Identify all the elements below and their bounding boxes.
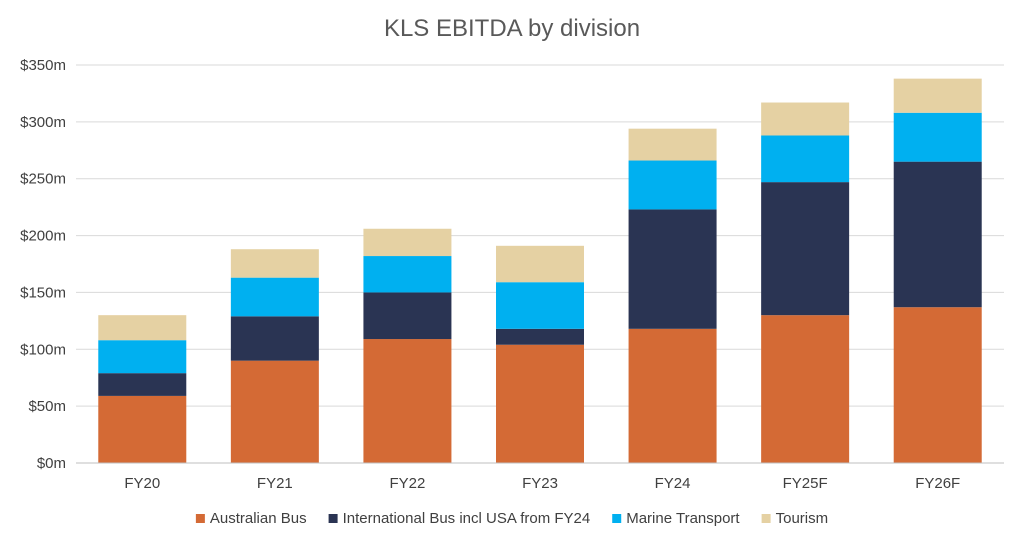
y-tick-label: $200m bbox=[20, 228, 66, 245]
bar-segment-australian-bus bbox=[496, 344, 584, 463]
bar-segment-tourism bbox=[893, 78, 982, 113]
y-tick-label: $250m bbox=[20, 171, 66, 188]
bar-segment-international-bus-incl-usa-from-fy24 bbox=[230, 316, 319, 361]
legend-swatch bbox=[761, 514, 771, 523]
bar-segment-australian-bus bbox=[893, 307, 982, 463]
bar-segment-international-bus-incl-usa-from-fy24 bbox=[496, 328, 584, 345]
legend-label: Australian Bus bbox=[210, 510, 307, 527]
legend-swatch bbox=[328, 514, 338, 523]
bar-segment-australian-bus bbox=[230, 360, 319, 463]
bar-segment-marine-transport bbox=[363, 256, 452, 293]
y-axis-tick-labels: $0m $50m $100m $150m $200m $250m $300m $350m bbox=[20, 57, 66, 472]
legend: Australian Bus International Bus incl USA… bbox=[195, 510, 829, 527]
bar-segment-international-bus-incl-usa-from-fy24 bbox=[761, 182, 850, 316]
x-tick-label: FY24 bbox=[655, 475, 691, 492]
bar-segment-international-bus-incl-usa-from-fy24 bbox=[628, 209, 717, 329]
bar-stack-fy25f bbox=[761, 102, 850, 463]
y-tick-label: $150m bbox=[20, 284, 66, 301]
bar-segment-tourism bbox=[496, 245, 584, 283]
bar-stack-fy20 bbox=[98, 315, 187, 463]
legend-label: Tourism bbox=[776, 510, 829, 527]
bar-stack-fy21 bbox=[230, 249, 319, 463]
bar-segment-marine-transport bbox=[628, 160, 717, 210]
bar-segment-marine-transport bbox=[893, 112, 982, 162]
y-tick-label: $50m bbox=[28, 398, 66, 415]
legend-item: International Bus incl USA from FY24 bbox=[328, 510, 591, 527]
x-tick-label: FY26F bbox=[915, 475, 960, 492]
bar-stack-fy26f bbox=[893, 78, 982, 463]
x-tick-label: FY23 bbox=[522, 475, 558, 492]
x-tick-label: FY22 bbox=[389, 475, 425, 492]
y-tick-label: $350m bbox=[20, 57, 66, 74]
y-tick-label: $300m bbox=[20, 114, 66, 131]
bar-segment-australian-bus bbox=[98, 395, 187, 463]
legend-item: Marine Transport bbox=[612, 510, 740, 527]
bar-segment-tourism bbox=[98, 315, 187, 341]
bars bbox=[98, 78, 982, 463]
bar-segment-tourism bbox=[761, 102, 850, 136]
bar-stack-fy22 bbox=[363, 228, 452, 463]
bar-segment-marine-transport bbox=[230, 277, 319, 317]
x-tick-label: FY25F bbox=[783, 475, 828, 492]
legend-swatch bbox=[195, 514, 205, 523]
bar-segment-tourism bbox=[363, 228, 452, 257]
legend-label: International Bus incl USA from FY24 bbox=[343, 510, 591, 527]
x-tick-label: FY21 bbox=[257, 475, 293, 492]
bar-segment-international-bus-incl-usa-from-fy24 bbox=[98, 373, 187, 396]
legend-label: Marine Transport bbox=[626, 510, 740, 527]
y-tick-label: $0m bbox=[37, 455, 66, 472]
chart-title: KLS EBITDA by division bbox=[384, 15, 640, 42]
bar-segment-marine-transport bbox=[98, 340, 187, 374]
bar-segment-australian-bus bbox=[761, 315, 850, 463]
bar-segment-australian-bus bbox=[363, 339, 452, 463]
legend-swatch bbox=[612, 514, 622, 523]
bar-segment-tourism bbox=[628, 128, 717, 161]
bar-stack-fy24 bbox=[628, 128, 717, 463]
y-tick-label: $100m bbox=[20, 341, 66, 358]
bar-segment-international-bus-incl-usa-from-fy24 bbox=[363, 292, 452, 340]
bar-segment-marine-transport bbox=[496, 282, 584, 329]
bar-segment-tourism bbox=[230, 249, 319, 278]
bar-segment-australian-bus bbox=[628, 328, 717, 463]
x-tick-label: FY20 bbox=[124, 475, 160, 492]
bar-segment-international-bus-incl-usa-from-fy24 bbox=[893, 161, 982, 308]
bar-stack-fy23 bbox=[496, 245, 584, 463]
legend-item: Australian Bus bbox=[195, 510, 307, 527]
x-axis-tick-labels: FY20 FY21 FY22 FY23 FY24 FY25F FY26F bbox=[124, 475, 960, 492]
legend-item: Tourism bbox=[761, 510, 829, 527]
bar-segment-marine-transport bbox=[761, 135, 850, 183]
